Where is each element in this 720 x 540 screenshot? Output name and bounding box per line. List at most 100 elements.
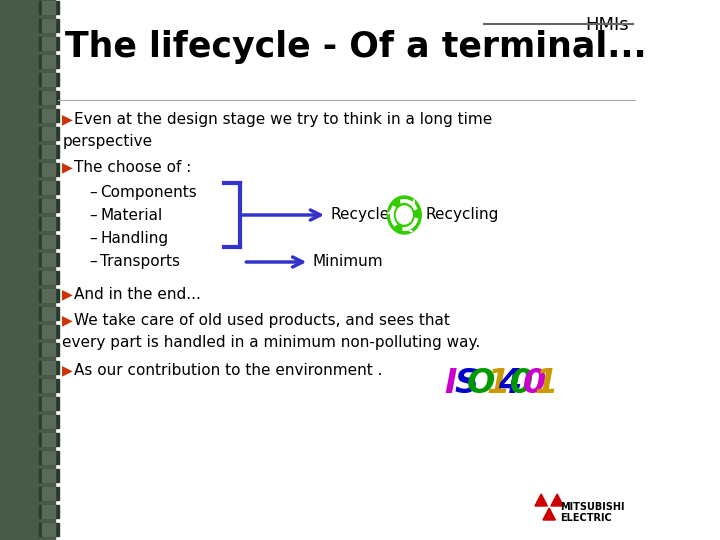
Polygon shape <box>535 494 547 506</box>
Bar <box>42 109 55 122</box>
Polygon shape <box>543 508 555 520</box>
Text: HMIs: HMIs <box>585 16 629 34</box>
Text: ELECTRIC: ELECTRIC <box>560 513 611 523</box>
Text: ▶: ▶ <box>62 363 73 377</box>
Bar <box>42 361 55 374</box>
Bar <box>42 343 55 356</box>
Bar <box>42 235 55 248</box>
Bar <box>42 451 55 464</box>
Text: As our contribution to the environment .: As our contribution to the environment . <box>73 363 382 378</box>
Bar <box>39 37 58 50</box>
Bar <box>39 469 58 482</box>
Text: And in the end...: And in the end... <box>73 287 201 302</box>
Bar <box>42 433 55 446</box>
Bar <box>42 181 55 194</box>
Bar <box>39 379 58 392</box>
Text: Even at the design stage we try to think in a long time: Even at the design stage we try to think… <box>73 112 492 127</box>
Text: The lifecycle - Of a terminal...: The lifecycle - Of a terminal... <box>65 30 647 64</box>
Text: Recycling: Recycling <box>426 207 499 222</box>
Bar <box>42 199 55 212</box>
Text: 1: 1 <box>487 367 510 400</box>
Text: –: – <box>89 185 96 200</box>
Bar <box>39 307 58 320</box>
Bar <box>39 73 58 86</box>
Bar <box>39 55 58 68</box>
Bar <box>39 127 58 140</box>
Bar <box>39 397 58 410</box>
Bar <box>39 181 58 194</box>
Bar <box>42 253 55 266</box>
Bar <box>39 217 58 230</box>
Circle shape <box>387 196 421 234</box>
Bar <box>42 271 55 284</box>
Bar <box>42 523 55 536</box>
Bar <box>39 505 58 518</box>
Bar <box>42 1 55 14</box>
Text: S: S <box>454 367 478 400</box>
Text: Minimum: Minimum <box>312 254 384 269</box>
Bar <box>39 163 58 176</box>
Text: 0: 0 <box>523 367 546 400</box>
Text: every part is handled in a minimum non-polluting way.: every part is handled in a minimum non-p… <box>62 335 480 350</box>
Bar <box>39 289 58 302</box>
Text: ▶: ▶ <box>62 287 73 301</box>
Polygon shape <box>551 494 563 506</box>
Bar <box>42 163 55 176</box>
Bar <box>39 415 58 428</box>
Bar <box>39 145 58 158</box>
Bar <box>39 325 58 338</box>
Bar <box>42 379 55 392</box>
Bar <box>39 487 58 500</box>
Bar <box>0 0 55 540</box>
Bar <box>42 217 55 230</box>
Circle shape <box>396 206 413 224</box>
Text: 0: 0 <box>510 367 534 400</box>
Bar <box>39 343 58 356</box>
Bar <box>39 199 58 212</box>
Text: –: – <box>89 231 96 246</box>
Text: Transports: Transports <box>100 254 181 269</box>
Text: The choose of :: The choose of : <box>73 160 191 175</box>
Bar <box>42 487 55 500</box>
Text: 4: 4 <box>498 367 521 400</box>
Text: O: O <box>467 367 495 400</box>
Bar <box>39 451 58 464</box>
Bar <box>42 91 55 104</box>
Bar <box>42 19 55 32</box>
Text: ▶: ▶ <box>62 313 73 327</box>
Bar <box>42 145 55 158</box>
Text: perspective: perspective <box>62 134 153 149</box>
Bar <box>39 361 58 374</box>
Text: ▶: ▶ <box>62 112 73 126</box>
Text: We take care of old used products, and sees that: We take care of old used products, and s… <box>73 313 449 328</box>
Bar <box>42 73 55 86</box>
Bar <box>42 397 55 410</box>
Text: Handling: Handling <box>100 231 168 246</box>
Bar <box>39 235 58 248</box>
Bar <box>42 55 55 68</box>
Text: Recycled: Recycled <box>330 207 400 222</box>
Bar <box>42 325 55 338</box>
Bar <box>39 271 58 284</box>
Bar <box>39 91 58 104</box>
Bar <box>39 109 58 122</box>
Text: Components: Components <box>100 185 197 200</box>
Text: I: I <box>444 367 456 400</box>
Bar <box>42 469 55 482</box>
Bar <box>42 307 55 320</box>
Bar <box>39 433 58 446</box>
Bar <box>39 253 58 266</box>
Bar <box>39 523 58 536</box>
Bar <box>42 415 55 428</box>
Bar <box>42 505 55 518</box>
Text: Material: Material <box>100 208 163 223</box>
Bar <box>42 37 55 50</box>
Text: –: – <box>89 208 96 223</box>
Bar <box>42 127 55 140</box>
Bar <box>42 289 55 302</box>
Text: ▶: ▶ <box>62 160 73 174</box>
Text: 1: 1 <box>535 367 558 400</box>
Text: –: – <box>89 254 96 269</box>
Bar <box>39 19 58 32</box>
Bar <box>39 1 58 14</box>
